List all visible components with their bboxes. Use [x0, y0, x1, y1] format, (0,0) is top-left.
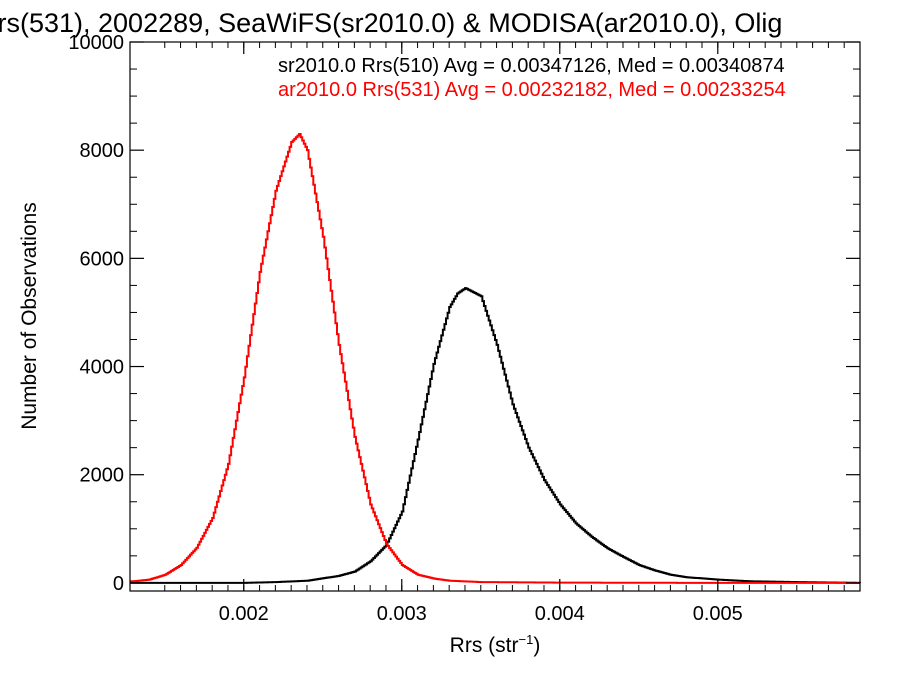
- series-line-1: [130, 132, 860, 584]
- y-axis-title: Number of Observations: [18, 202, 41, 430]
- x-axis-title: Rrs (str−1): [450, 632, 541, 657]
- y-tick-label: 8000: [80, 140, 125, 162]
- series-line-0: [130, 287, 861, 584]
- x-tick-label: 0.005: [693, 603, 743, 625]
- plot-frame: [129, 41, 861, 592]
- y-tick-label: 0: [113, 573, 124, 595]
- x-axis-title-close: ): [533, 634, 540, 657]
- x-axis-title-main: Rrs (str: [450, 634, 519, 657]
- x-tick-label: 0.002: [219, 603, 269, 625]
- y-tick-label: 6000: [80, 248, 125, 270]
- y-tick-label: 4000: [80, 357, 125, 379]
- legend: sr2010.0 Rrs(510) Avg = 0.00347126, Med …: [278, 55, 786, 101]
- y-tick-label: 2000: [80, 465, 125, 487]
- x-tick-label: 0.003: [377, 603, 427, 625]
- legend-entry-0: sr2010.0 Rrs(510) Avg = 0.00347126, Med …: [278, 55, 785, 77]
- plot-area: 0.002 0.003 0.004 0.005 0 2000 4000 6000 8000 100…: [68, 32, 861, 625]
- y-tick-label: 10000: [68, 32, 124, 54]
- chart-title: Rrs(531), 2002289, SeaWiFS(sr2010.0) & M…: [0, 8, 782, 38]
- x-axis-title-superscript: −1: [519, 632, 534, 647]
- x-tick-label: 0.004: [535, 603, 585, 625]
- legend-entry-1: ar2010.0 Rrs(531) Avg = 0.00232182, Med …: [278, 79, 786, 101]
